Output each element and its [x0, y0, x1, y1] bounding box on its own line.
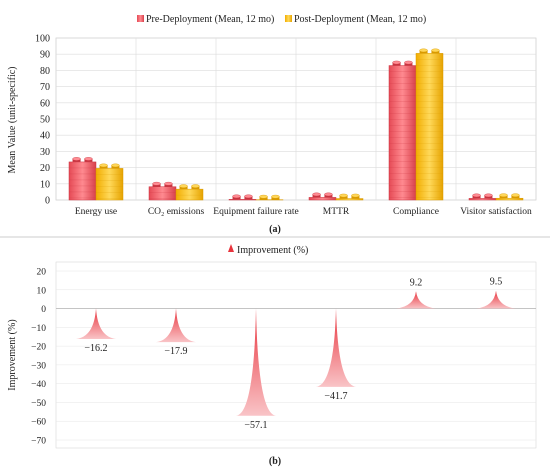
bar-pre — [148, 181, 177, 201]
panel-b-data-labels: −16.2 −17.9 −57.1 −41.7 9.2 9.5 — [84, 277, 502, 431]
improvement-data-label: 9.2 — [410, 277, 423, 288]
panel-a-y-tick: 80 — [40, 66, 50, 77]
panel-a-x-tick: Equipment failure rate — [213, 206, 298, 217]
improvement-data-label: −17.9 — [164, 346, 187, 357]
panel-a-x-tick: Energy use — [75, 207, 117, 217]
panel-a-gridlines — [56, 37, 536, 201]
panel-b-y-tick: −30 — [31, 361, 46, 371]
panel-a-x-tick: CO₂ emissions — [148, 207, 205, 217]
panel-b-bars — [76, 290, 516, 416]
panel-b-gridlines — [56, 270, 536, 441]
legend-pre-swatch — [137, 15, 144, 22]
bar-pre — [68, 157, 97, 201]
improvement-spike — [396, 291, 436, 309]
panel-a: 0 10 20 30 40 50 60 70 80 90 100 Energy use CO₂ emi… — [7, 14, 537, 235]
panel-b-ylabel: Improvement (%) — [7, 319, 18, 390]
panel-a-y-tick: 40 — [40, 131, 50, 142]
bar-post — [175, 184, 204, 201]
improvement-spike — [156, 308, 196, 343]
panel-a-y-tick: 10 — [40, 179, 50, 190]
bar-pre — [228, 194, 257, 201]
panel-b-y-tick: −40 — [31, 380, 46, 390]
panel-b-y-tick-labels: 20 10 0 −10 −20 −30 −40 −50 −60 −70 — [31, 268, 46, 447]
panel-b-legend: Improvement (%) — [228, 244, 308, 256]
panel-b-y-tick: −50 — [31, 399, 46, 409]
improvement-data-label: 9.5 — [490, 277, 503, 288]
improvement-data-label: −57.1 — [244, 420, 267, 431]
panel-b-label: (b) — [269, 456, 281, 467]
legend-post-label: Post-Deployment (Mean, 12 mo) — [294, 14, 426, 25]
panel-a-y-tick-labels: 0 10 20 30 40 50 60 70 80 90 100 — [35, 34, 50, 207]
bar-pre — [388, 60, 417, 201]
panel-a-x-tick: MTTR — [323, 207, 350, 217]
panel-a-y-tick: 90 — [40, 50, 50, 61]
panel-b-y-tick: −20 — [31, 343, 46, 353]
legend-improvement-label: Improvement (%) — [237, 245, 308, 256]
panel-a-x-tick-labels: Energy use CO₂ emissions Equipment failure… — [75, 206, 532, 217]
panel-b-y-tick: −70 — [31, 437, 46, 447]
legend-improvement-swatch — [228, 244, 234, 252]
bar-post — [255, 194, 284, 201]
bar-post — [415, 48, 444, 201]
panel-a-legend: Pre-Deployment (Mean, 12 mo) Post-Deploy… — [137, 14, 426, 25]
panel-b-y-tick: 20 — [37, 268, 47, 278]
bar-pre — [468, 193, 497, 201]
improvement-spike — [236, 308, 276, 416]
panel-b-y-tick: 10 — [37, 286, 47, 296]
panel-b-y-tick: −10 — [31, 324, 46, 334]
improvement-data-label: −41.7 — [324, 391, 347, 402]
bar-post — [95, 163, 124, 201]
improvement-data-label: −16.2 — [84, 343, 107, 354]
bar-post — [495, 193, 524, 201]
improvement-spike — [316, 308, 356, 387]
panel-a-y-tick: 0 — [45, 196, 50, 207]
legend-pre-label: Pre-Deployment (Mean, 12 mo) — [146, 14, 274, 25]
bar-pre — [308, 192, 337, 201]
panel-a-label: (a) — [269, 224, 281, 235]
improvement-spike — [476, 290, 516, 309]
panel-a-x-tick: Visitor satisfaction — [460, 206, 532, 217]
panel-a-bars — [68, 48, 524, 201]
bar-post — [335, 193, 364, 201]
panel-a-y-tick: 20 — [40, 163, 50, 174]
panel-b: 20 10 0 −10 −20 −30 −40 −50 −60 −70 −16.2 −17.9 −57… — [7, 244, 537, 467]
panel-a-y-tick: 70 — [40, 82, 50, 93]
panel-b-plot-frame — [55, 261, 537, 449]
panel-a-ylabel: Mean Value (unit-specific) — [7, 67, 18, 174]
panel-a-y-tick: 100 — [35, 34, 50, 45]
panel-a-y-tick: 50 — [40, 115, 50, 126]
panel-a-x-tick: Compliance — [393, 207, 439, 217]
panel-b-y-tick: 0 — [41, 305, 46, 315]
panel-a-y-tick: 60 — [40, 98, 50, 109]
panel-a-y-tick: 30 — [40, 147, 50, 158]
legend-post-swatch — [285, 15, 292, 22]
improvement-spike — [76, 308, 116, 339]
panel-b-y-tick: −60 — [31, 418, 46, 428]
